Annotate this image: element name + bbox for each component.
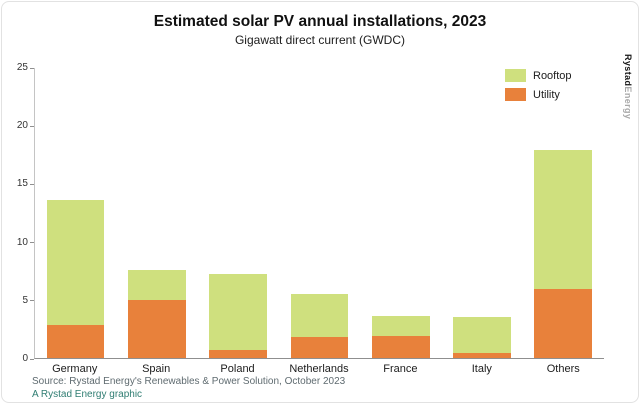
source-line: Source: Rystad Energy's Renewables & Pow… <box>32 376 346 387</box>
legend-swatch-rooftop <box>505 69 526 82</box>
segment-utility <box>290 337 349 358</box>
brand-watermark: RystadEnergy <box>623 54 633 119</box>
bar-slot <box>279 68 360 358</box>
brand-part-2: Energy <box>623 86 633 120</box>
bar-others <box>534 149 593 358</box>
bar-slot <box>523 68 604 358</box>
y-tick-mark <box>30 242 34 244</box>
plot-area <box>34 68 604 359</box>
segment-utility <box>209 349 268 358</box>
y-tick-mark <box>30 67 34 69</box>
bar-spain <box>128 269 186 358</box>
x-tick-label: Netherlands <box>289 363 349 375</box>
y-tick-mark <box>30 300 34 302</box>
x-tick-label: Germany <box>52 363 98 375</box>
x-tick-label: Italy <box>471 363 492 375</box>
legend-item: Utility <box>505 88 572 101</box>
bar-slot <box>198 68 279 358</box>
y-tick-mark <box>30 183 34 185</box>
y-tick-label: 5 <box>22 294 28 306</box>
chart-subtitle: Gigawatt direct current (GWDC) <box>234 33 406 47</box>
bar-italy <box>453 317 511 358</box>
chart-title: Estimated solar PV annual installations,… <box>153 13 487 30</box>
legend: Rooftop Utility <box>505 69 572 107</box>
bar-slot <box>441 68 522 358</box>
bar-germany <box>46 199 105 358</box>
credit-line: A Rystad Energy graphic <box>32 389 143 400</box>
bar-france <box>371 316 430 358</box>
brand-part-1: Rystad <box>623 54 633 87</box>
segment-rooftop <box>371 316 430 336</box>
bar-slot <box>35 68 116 358</box>
y-tick-label: 10 <box>16 236 28 248</box>
legend-label: Rooftop <box>533 69 572 82</box>
x-tick-label: Poland <box>220 363 255 375</box>
segment-rooftop <box>534 149 593 290</box>
segment-rooftop <box>128 269 186 300</box>
segment-utility <box>453 353 511 358</box>
segment-utility <box>534 289 593 358</box>
bar-slot <box>360 68 441 358</box>
bar-slot <box>116 68 197 358</box>
x-tick-label: France <box>383 363 418 375</box>
segment-rooftop <box>209 274 268 350</box>
legend-swatch-utility <box>505 88 526 101</box>
x-axis-labels: Germany Spain Poland Netherlands France Italy… <box>34 363 604 375</box>
legend-item: Rooftop <box>505 69 572 82</box>
bar-poland <box>209 274 268 358</box>
x-tick-label: Spain <box>142 363 171 375</box>
x-tick-label: Others <box>546 363 580 375</box>
y-tick-label: 25 <box>16 62 28 73</box>
segment-rooftop <box>290 293 349 337</box>
y-tick-label: 0 <box>22 353 28 364</box>
y-tick-label: 15 <box>16 178 28 190</box>
y-tick-label: 20 <box>16 120 28 132</box>
y-tick-mark <box>30 125 34 127</box>
y-tick-mark <box>30 358 34 360</box>
segment-utility <box>46 325 105 358</box>
legend-label: Utility <box>533 88 560 101</box>
segment-rooftop <box>46 199 105 326</box>
segment-rooftop <box>453 317 511 354</box>
segment-utility <box>371 335 430 358</box>
segment-utility <box>128 299 186 358</box>
bar-netherlands <box>290 293 349 358</box>
